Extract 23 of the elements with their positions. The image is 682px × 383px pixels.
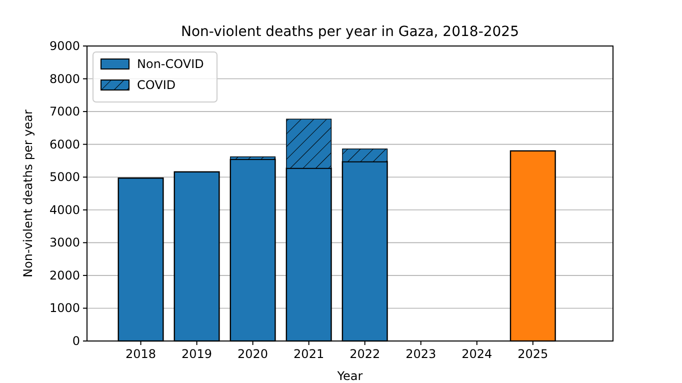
x-axis-title: Year	[336, 369, 363, 383]
y-tick-label: 6000	[49, 137, 80, 152]
legend-label: Non-COVID	[137, 57, 204, 71]
x-tick-label: 2022	[350, 347, 380, 361]
y-tick-label: 2000	[49, 268, 80, 282]
y-tick-label: 9000	[49, 39, 80, 53]
legend-label: COVID	[137, 78, 176, 92]
y-tick-label: 5000	[49, 170, 80, 184]
x-tick-label: 2025	[518, 347, 548, 361]
y-tick-label: 4000	[49, 202, 80, 217]
y-tick-label: 0	[72, 334, 80, 348]
x-tick-label: 2018	[126, 347, 156, 361]
y-tick-label: 8000	[49, 72, 80, 86]
y-tick-label: 3000	[49, 236, 80, 250]
x-tick-label: 2023	[406, 347, 436, 361]
chart-title: Non-violent deaths per year in Gaza, 2018-2025	[181, 24, 519, 40]
x-tick-label: 2020	[238, 347, 268, 361]
x-tick-label: 2019	[182, 347, 212, 361]
y-tick-label: 7000	[49, 104, 80, 119]
x-tick-label: 2024	[462, 347, 492, 361]
y-tick-label: 1000	[49, 301, 80, 316]
y-axis-title: Non-violent deaths per year	[21, 110, 35, 278]
x-tick-label: 2021	[294, 347, 324, 361]
